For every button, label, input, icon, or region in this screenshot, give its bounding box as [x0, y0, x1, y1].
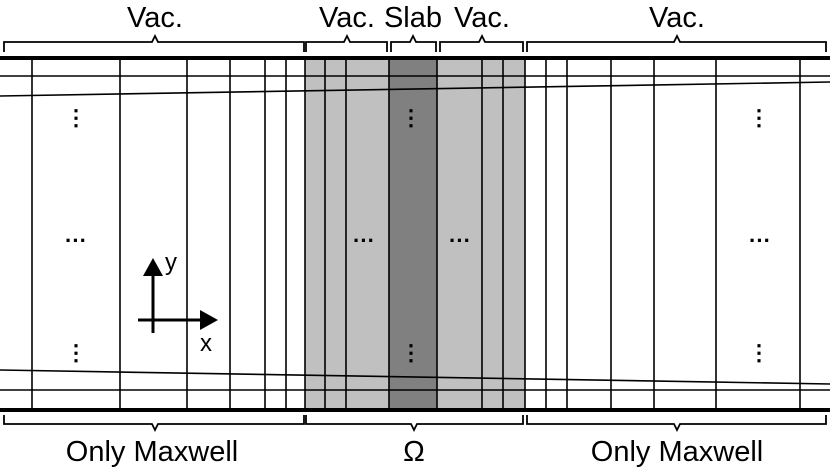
label-vac-right: Vac. — [649, 2, 705, 34]
brace-vac-mid-right — [439, 33, 524, 52]
label-only-maxwell-left: Only Maxwell — [66, 436, 238, 467]
horizontal-ellipsis: ··· — [65, 228, 87, 253]
label-slab: Slab — [384, 2, 442, 34]
vertical-ellipsis: ⋮ — [65, 105, 87, 130]
label-vac-left: Vac. — [127, 2, 183, 34]
brace-slab — [390, 33, 437, 52]
brace-only-maxwell-right — [526, 415, 827, 433]
grid-line — [0, 369, 830, 385]
horizontal-ellipsis: ··· — [749, 228, 771, 253]
y-axis-arrowhead — [143, 258, 163, 276]
x-axis-label: x — [200, 330, 212, 357]
vertical-ellipsis: ⋮ — [748, 340, 770, 365]
brace-vac-left — [3, 33, 305, 52]
coordinate-axes: y x — [138, 249, 218, 357]
label-vac-mid-left: Vac. — [319, 2, 375, 34]
bottom-braces — [3, 415, 827, 433]
top-braces — [3, 33, 827, 52]
vertical-ellipsis: ⋮ — [65, 340, 87, 365]
label-vac-mid-right: Vac. — [454, 2, 510, 34]
vertical-ellipsis: ⋮ — [400, 105, 422, 130]
label-omega: Ω — [403, 436, 425, 467]
vertical-ellipsis: ⋮ — [748, 105, 770, 130]
slab-region — [389, 58, 437, 410]
vertical-ellipsis: ⋮ — [400, 340, 422, 365]
brace-only-maxwell-left — [3, 415, 305, 433]
brace-omega — [305, 415, 524, 433]
brace-vac-right — [526, 33, 827, 52]
y-axis-label: y — [165, 249, 177, 276]
x-axis-arrowhead — [200, 310, 218, 330]
label-only-maxwell-right: Only Maxwell — [591, 436, 763, 467]
horizontal-ellipsis: ··· — [353, 228, 375, 253]
brace-vac-mid-left — [305, 33, 388, 52]
grid-line — [0, 81, 830, 97]
vertical-grid-lines — [31, 58, 801, 410]
horizontal-ellipsis: ··· — [449, 228, 471, 253]
horizontal-grid-lines — [0, 56, 830, 412]
